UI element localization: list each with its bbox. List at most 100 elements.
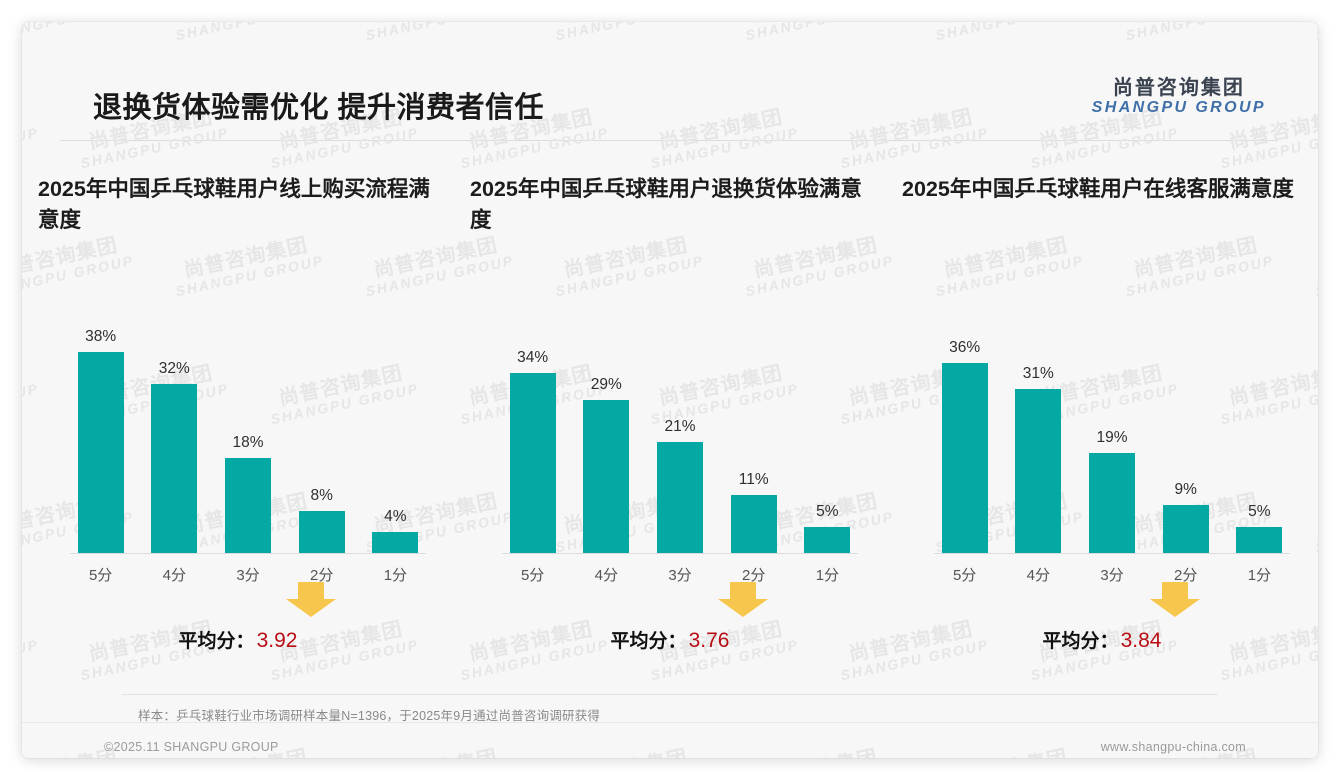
bar[interactable] [730, 495, 777, 553]
chart-title: 2025年中国乒乓球鞋用户在线客服满意度 [902, 177, 1294, 201]
bar-value-label: 11% [738, 471, 769, 488]
bar-value-label: 8% [310, 487, 333, 504]
bar-slot: 11% [723, 302, 784, 553]
brand-logo: 尚普咨询集团 SHANGPU GROUP [1092, 78, 1266, 117]
bar-slot: 34% [502, 302, 563, 553]
chart-title: 2025年中国乒乓球鞋用户线上购买流程满意度 [38, 177, 430, 232]
x-axis-tick-label: 1分 [1247, 567, 1272, 584]
bar-value-label: 34% [517, 349, 549, 366]
chart-panel-1: 2025年中国乒乓球鞋用户线上购买流程满意度 38% 32% 18% 8% 4% 5分 4分 3… [22, 152, 454, 672]
x-axis-tick-label: 2分 [1174, 567, 1198, 584]
bar[interactable] [656, 442, 703, 553]
bar-group: 36% 31% 19% 9% 5% [934, 302, 1290, 553]
x-axis-tick-label: 4分 [162, 567, 186, 584]
average-score-label: 平均分： [178, 631, 255, 652]
bar[interactable] [224, 458, 271, 553]
bar[interactable] [151, 384, 198, 553]
bar[interactable] [1236, 527, 1283, 553]
sample-footnote: 样本：乒乓球鞋行业市场调研样本量N=1396，于2025年9月通过尚普咨询调研获… [138, 709, 601, 723]
bar-slot: 31% [1008, 302, 1069, 553]
bar-value-label: 38% [85, 328, 117, 345]
bar[interactable] [1162, 505, 1209, 553]
axis-baseline [70, 553, 426, 554]
bar[interactable] [941, 363, 988, 553]
x-axis-labels: 5分 4分 3分 2分 1分 [934, 564, 1290, 585]
bar-slot: 8% [291, 302, 352, 553]
average-score-value: 3.92 [256, 629, 298, 652]
axis-baseline [934, 553, 1290, 554]
bar-value-label: 29% [590, 376, 622, 393]
bar-slot: 19% [1081, 302, 1142, 553]
average-score-value: 3.84 [1120, 629, 1162, 652]
bar-group: 38% 32% 18% 8% 4% [70, 302, 426, 553]
bar-value-label: 5% [816, 503, 839, 520]
footer-website[interactable]: www.shangpu-china.com [1100, 740, 1246, 754]
bar-value-label: 21% [664, 418, 696, 435]
x-axis-tick-label: 2分 [742, 567, 766, 584]
bar-slot: 5% [1229, 302, 1290, 553]
footnote-divider [122, 694, 1218, 695]
logo-chinese-text: 尚普咨询集团 [1112, 77, 1245, 99]
arrow-row [566, 582, 774, 618]
average-annotation: 平均分：3.76 [454, 582, 886, 653]
bar-slot: 9% [1155, 302, 1216, 553]
average-score-line: 平均分：3.92 [179, 626, 298, 653]
x-axis-tick-label: 4分 [594, 567, 618, 584]
bar[interactable] [509, 373, 556, 553]
x-axis-tick-label: 1分 [383, 567, 408, 584]
x-axis-tick-label: 3分 [668, 567, 692, 584]
x-axis-tick-label: 5分 [952, 567, 977, 584]
bar[interactable] [583, 400, 630, 553]
bar-value-label: 31% [1022, 365, 1054, 382]
bar[interactable] [1088, 453, 1135, 553]
bar-slot: 4% [365, 302, 426, 553]
average-score-line: 平均分：3.84 [1043, 626, 1162, 653]
bar-slot: 36% [934, 302, 995, 553]
header-divider [60, 140, 1278, 141]
bar-value-label: 36% [949, 339, 981, 356]
average-score-label: 平均分： [1042, 631, 1119, 652]
x-axis-tick-label: 3分 [1100, 567, 1124, 584]
bar[interactable] [298, 511, 345, 553]
average-annotation: 平均分：3.92 [22, 582, 454, 653]
down-arrow-icon [716, 582, 770, 618]
bar[interactable] [77, 352, 124, 553]
arrow-row [998, 582, 1206, 618]
x-axis-tick-label: 5分 [88, 567, 113, 584]
bar[interactable] [804, 527, 851, 553]
x-axis-tick-label: 3分 [236, 567, 260, 584]
x-axis-labels: 5分 4分 3分 2分 1分 [70, 564, 426, 585]
down-arrow-icon [1148, 582, 1202, 618]
page-title: 退换货体验需优化 提升消费者信任 [93, 92, 545, 124]
average-score-label: 平均分： [610, 631, 687, 652]
x-axis-tick-label: 1分 [815, 567, 840, 584]
chart-title: 2025年中国乒乓球鞋用户退换货体验满意度 [470, 177, 862, 232]
x-axis-tick-label: 4分 [1026, 567, 1050, 584]
slide-header: 退换货体验需优化 提升消费者信任 尚普咨询集团 SHANGPU GROUP [22, 22, 1318, 140]
bar[interactable] [1015, 389, 1062, 553]
chart-panel-2: 2025年中国乒乓球鞋用户退换货体验满意度 34% 29% 21% 11% 5% 5分 4分 3… [454, 152, 886, 672]
bar-value-label: 19% [1096, 429, 1128, 446]
axis-baseline [502, 553, 858, 554]
bar-value-label: 9% [1174, 481, 1197, 498]
bar-slot: 29% [576, 302, 637, 553]
bar[interactable] [372, 532, 419, 553]
bar-slot: 5% [797, 302, 858, 553]
chart-panel-3: 2025年中国乒乓球鞋用户在线客服满意度 36% 31% 19% 9% 5% 5分 4分 3分 2… [886, 152, 1318, 672]
average-score-value: 3.76 [688, 629, 730, 652]
bar-group: 34% 29% 21% 11% 5% [502, 302, 858, 553]
charts-row: 2025年中国乒乓球鞋用户线上购买流程满意度 38% 32% 18% 8% 4% 5分 4分 3… [22, 152, 1318, 672]
bar-slot: 21% [649, 302, 710, 553]
bar-value-label: 5% [1248, 503, 1271, 520]
bar-value-label: 32% [158, 360, 190, 377]
plot-area: 38% 32% 18% 8% 4% [70, 302, 426, 554]
x-axis-tick-label: 2分 [310, 567, 334, 584]
bar-slot: 18% [217, 302, 278, 553]
footer-divider [22, 722, 1318, 723]
